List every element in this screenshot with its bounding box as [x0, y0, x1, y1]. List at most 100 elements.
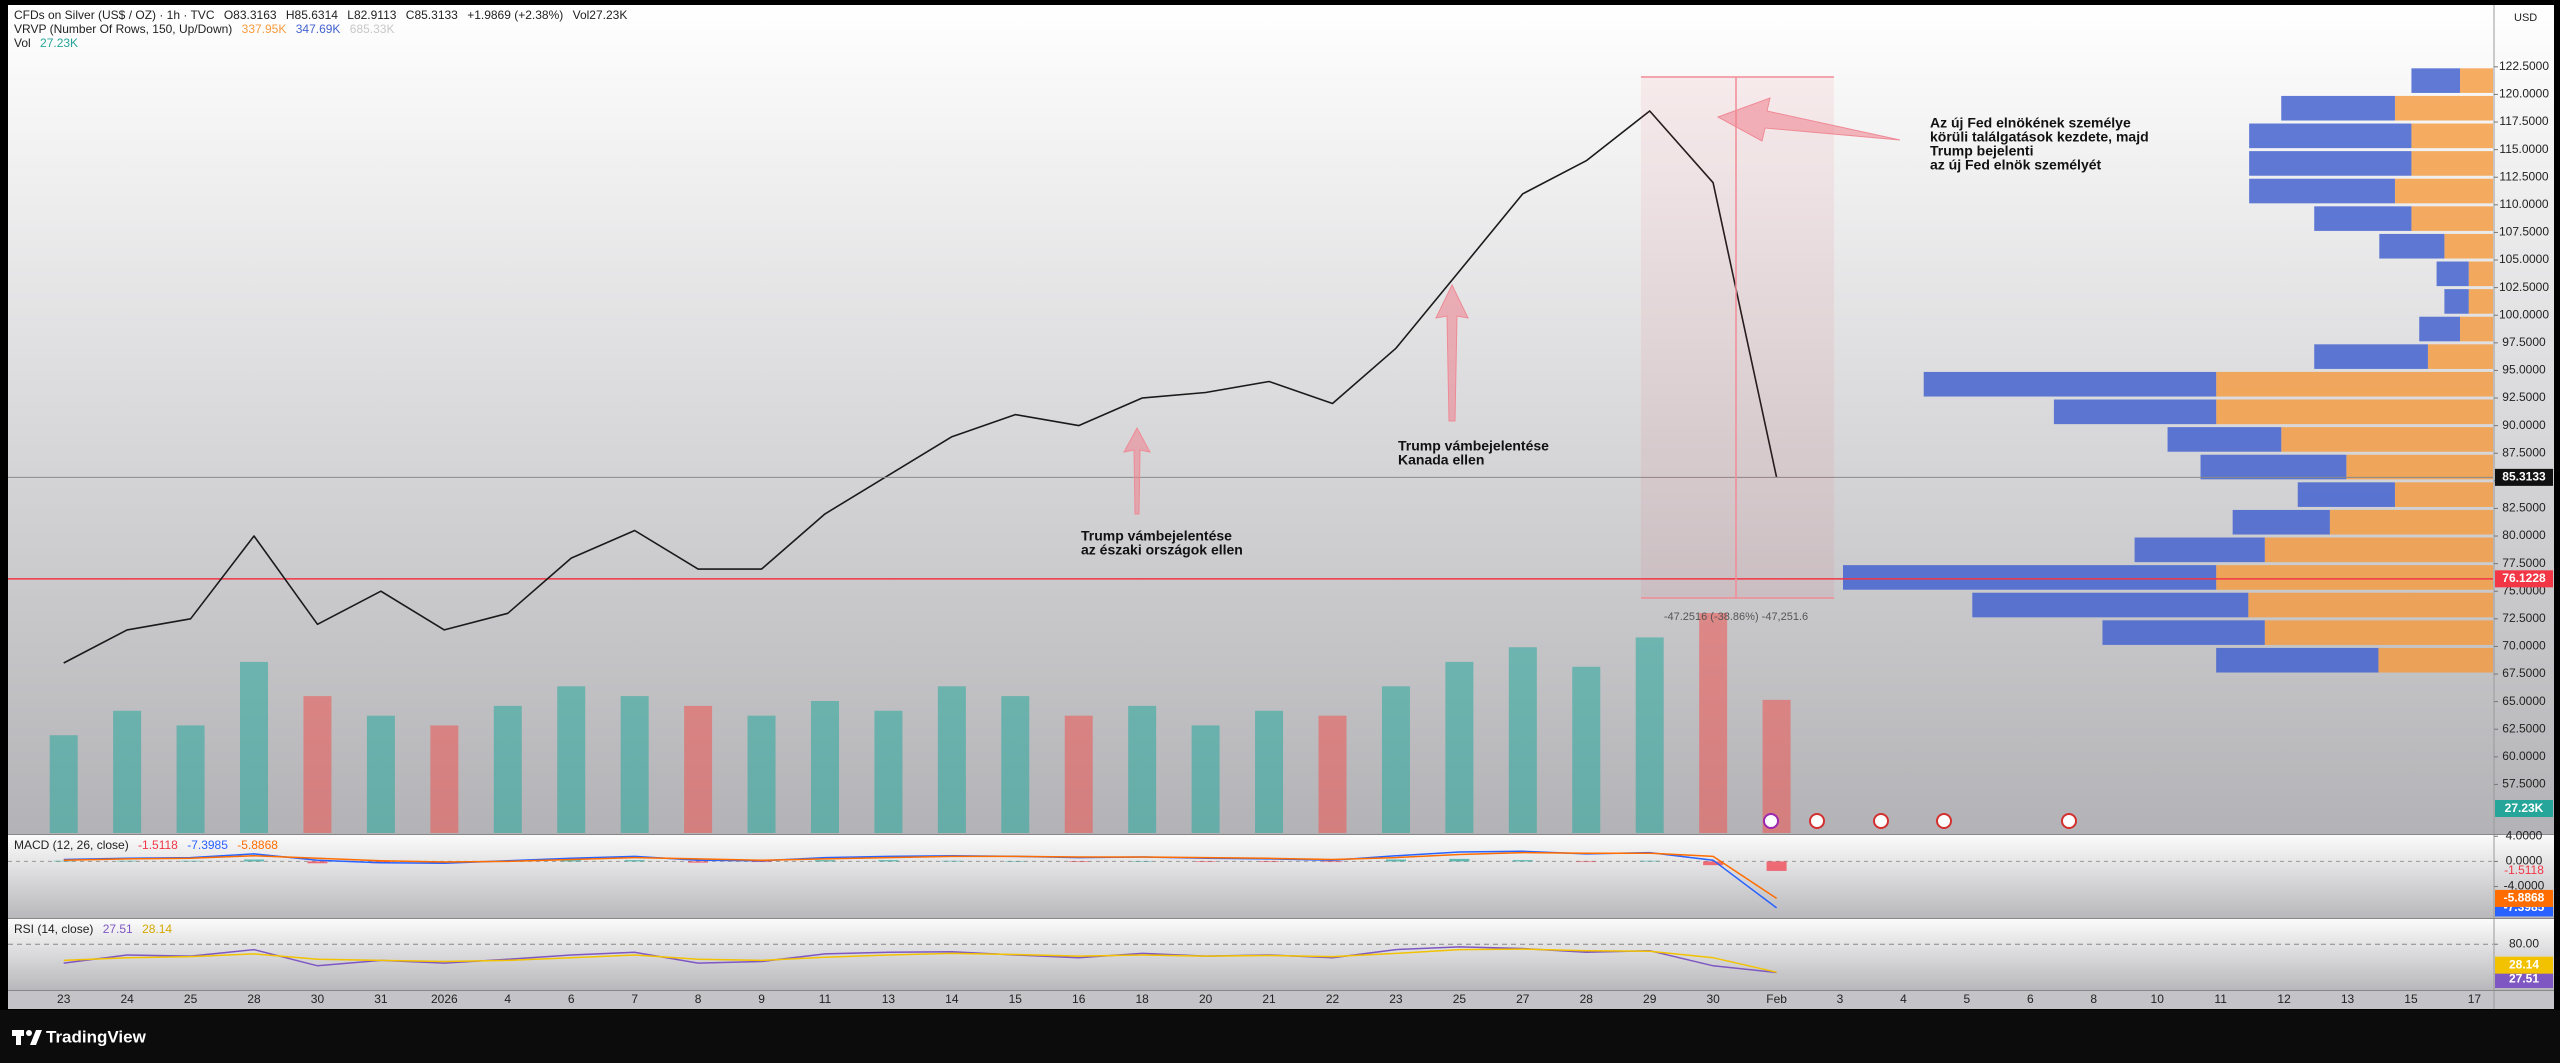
ohlc-low: L82.9113 — [347, 8, 396, 22]
rsi-pane — [8, 919, 2554, 990]
ohlc-open: O83.3163 — [224, 8, 277, 22]
logo — [16, 1030, 21, 1045]
profile-down — [2167, 427, 2282, 452]
profile-down — [2249, 178, 2395, 204]
front-layer: 57.500060.000062.500065.000067.500070.00… — [57, 59, 2553, 1006]
profile-up — [2329, 509, 2493, 535]
x-tick-label: 5 — [1964, 992, 1971, 1006]
x-tick-label: 13 — [2341, 992, 2355, 1006]
arrow — [1716, 97, 1901, 142]
profile-down — [2232, 509, 2330, 535]
histogram-bar — [1132, 861, 1153, 862]
histogram-bar — [1322, 861, 1343, 863]
y-tick-label: 95.0000 — [2502, 363, 2546, 377]
indicator-line — [63, 850, 1778, 909]
profile-down — [2297, 482, 2395, 507]
vrvp-line: VRVP (Number Of Rows, 150, Up/Down) 337.… — [14, 22, 395, 36]
profile-up — [2411, 123, 2493, 149]
profile-up — [2468, 289, 2493, 314]
x-tick-label: 30 — [311, 992, 325, 1006]
annotation: körüli találgatások kezdete, majd — [1930, 129, 2149, 145]
histogram-bar — [53, 860, 74, 862]
y-tick-label: 122.5000 — [2499, 59, 2549, 73]
event-icon[interactable] — [1763, 813, 1779, 829]
annotation: Trump vámbejelentése — [1081, 528, 1232, 544]
profile-up — [2216, 399, 2493, 425]
x-tick-label: 3 — [1837, 992, 1844, 1006]
profile-up — [2460, 316, 2493, 342]
footer-bar — [0, 1010, 2560, 1063]
profile-down — [2379, 233, 2445, 259]
volume-bar — [1001, 696, 1030, 833]
event-icon[interactable] — [1809, 813, 1825, 829]
annotation: Trump bejelenti — [1930, 143, 2033, 159]
macd-legend: MACD (12, 26, close) -1.5118 -7.3985 -5.… — [14, 838, 278, 852]
histogram-bar — [814, 860, 835, 862]
profile-up — [2394, 178, 2493, 204]
volume-bar — [1445, 661, 1474, 833]
y-tick-label: 0.0000 — [2506, 854, 2543, 868]
x-tick-label: 23 — [57, 992, 71, 1006]
ohlc-high: H85.6314 — [286, 8, 338, 22]
x-tick-label: 28 — [247, 992, 261, 1006]
signal-value: -5.8868 — [237, 838, 278, 852]
y-tick-label: 62.5000 — [2502, 721, 2546, 735]
ohlc-close: C85.3133 — [406, 8, 458, 22]
event-icon[interactable] — [2061, 813, 2077, 829]
x-tick-label: Feb — [1766, 992, 1787, 1006]
volume-bar — [176, 725, 205, 833]
volume-bar — [113, 710, 142, 833]
y-tick-label: 90.0000 — [2502, 418, 2546, 432]
x-tick-label: 6 — [2027, 992, 2034, 1006]
x-tick-label: 16 — [1072, 992, 1086, 1006]
annotation: Az új Fed elnökének személye — [1930, 115, 2131, 131]
y-tick-label: 57.5000 — [2502, 777, 2546, 791]
vol-value: 27.23K — [40, 36, 78, 50]
histogram-bar — [878, 860, 899, 862]
x-tick-label: 13 — [882, 992, 896, 1006]
event-icon[interactable] — [1873, 813, 1889, 829]
price-box — [2495, 956, 2553, 974]
rsi-title: RSI (14, close) — [14, 922, 93, 936]
profile-down — [2444, 289, 2469, 314]
volume-bar — [49, 735, 78, 833]
volume-bar — [1191, 725, 1220, 833]
profile-down — [2314, 206, 2412, 231]
profile-up — [2468, 261, 2493, 287]
x-tick-label: 27 — [1516, 992, 1530, 1006]
measure-label: -47.2516 (-38.86%) -47,251.6 — [1664, 611, 1808, 623]
back-layer — [8, 68, 2493, 974]
event-icon[interactable] — [1936, 813, 1952, 829]
rsi-ma-value: 28.14 — [142, 922, 172, 936]
histogram-bar — [751, 861, 772, 863]
date-axis — [8, 991, 2554, 1009]
histogram-bar — [941, 860, 962, 862]
y-tick-label: 105.0000 — [2499, 252, 2549, 266]
profile-down — [2200, 454, 2347, 480]
histogram-last: -1.5118 — [2504, 863, 2544, 877]
y-tick-label: 92.5000 — [2502, 390, 2546, 404]
histogram-bar — [1639, 860, 1660, 862]
vol-line: Vol 27.23K — [14, 36, 78, 50]
measure-box — [1641, 77, 1834, 598]
histogram-bar — [1512, 860, 1533, 862]
volume-bar — [557, 686, 586, 833]
indicator-line — [63, 851, 1778, 900]
price-box-label: -5.8868 — [2504, 891, 2545, 905]
rsi-legend: RSI (14, close) 27.51 28.14 — [14, 922, 172, 936]
header-line: CFDs on Silver (US$ / OZ) · 1h · TVC O83… — [14, 8, 627, 22]
x-tick-label: 12 — [2277, 992, 2291, 1006]
y-tick-label: 100.0000 — [2499, 307, 2549, 321]
volume-box-label: 27.23K — [2505, 801, 2544, 815]
x-tick-label: 18 — [1136, 992, 1150, 1006]
x-tick-label: 11 — [2214, 992, 2227, 1006]
profile-up — [2378, 647, 2493, 673]
x-tick-label: 11 — [819, 992, 832, 1006]
price-line — [63, 110, 1778, 664]
x-tick-label: 4 — [504, 992, 511, 1006]
profile-down — [2249, 123, 2412, 149]
volume-bar — [1635, 637, 1664, 833]
indicator-line — [63, 946, 1777, 974]
x-tick-label: 31 — [374, 992, 388, 1006]
volume-bar — [366, 715, 395, 833]
